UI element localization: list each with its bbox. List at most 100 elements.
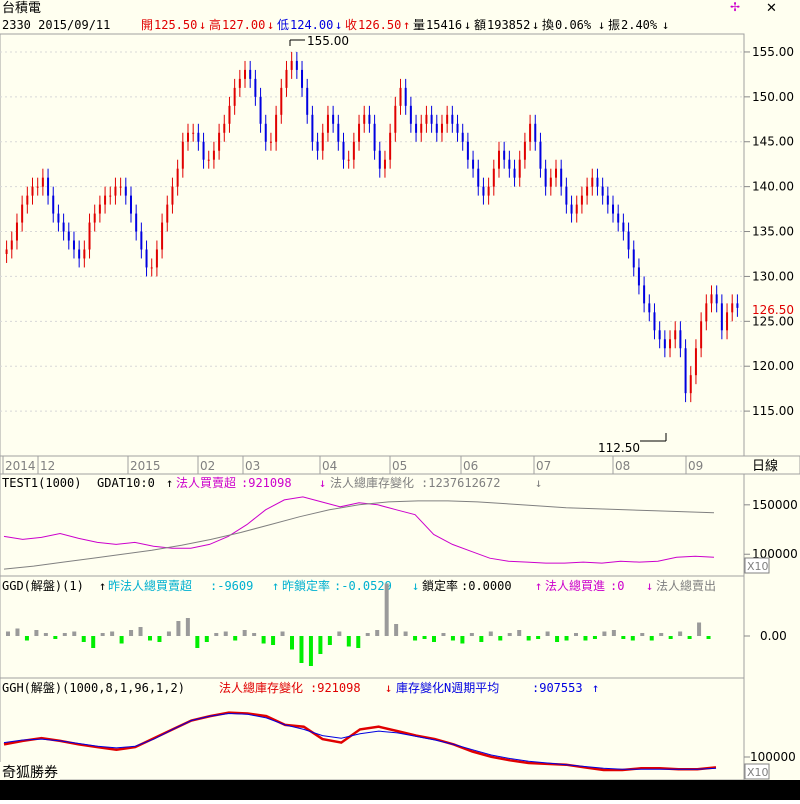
candle-body [140,231,143,250]
candle-body [643,285,646,304]
close-icon[interactable]: ✕ [766,1,777,16]
ggd-bar [346,636,351,647]
candle-body [337,123,340,142]
ggd-bar [536,636,541,639]
ggd-title: GGD(解盤)(1) [2,579,84,593]
candle-body [311,114,314,142]
candle-body [425,114,428,124]
ggd-bar [129,630,134,636]
test1-s1-name: 法人買賣超 [176,475,236,490]
code-date: 2330 2015/09/11 [2,18,110,32]
amplitude-label: 振 [608,18,620,32]
candle-body [575,204,578,214]
period-label[interactable]: 日線 [752,458,778,474]
ggd-bar [6,631,10,636]
ggd-bar [413,636,418,641]
ggd-bar [526,636,531,641]
candle-body [181,141,184,169]
candle-body [171,186,174,205]
pin-icon[interactable]: ✢ [730,0,740,14]
candle-body [21,204,24,223]
amount-value: 193852 [487,18,530,32]
candle-body [399,87,402,106]
ggd-bar [34,630,39,636]
open-value: 125.50 [154,18,197,32]
ggd-bar [290,636,294,650]
ggd-bar [195,636,200,648]
x-tick-label: 04 [322,459,337,473]
ggh-series-line [3,712,717,770]
ggd-s3-name: 鎖定率 [422,578,458,593]
candle-body [52,195,55,214]
candle-body [523,141,526,160]
ggd-bar [687,636,692,639]
ggd-bar [469,633,474,636]
candle-body [332,114,335,124]
time-axis-labels: 2014 12 2015 02 03 04 05 06 07 08 09 [2,456,703,474]
candle-body [363,114,366,124]
candle-body [669,339,672,349]
ggd-bar [157,636,162,642]
candle-body [83,249,86,259]
ggd-bar [185,618,190,636]
close-arrow: ↑ [403,18,410,32]
ggd-bar [138,627,143,636]
candle-body [197,132,200,142]
test1-title: TEST1(1000) [2,476,81,490]
candle-body [31,186,34,196]
ggh-title: GGH(解盤)(1000,8,1,96,1,2) [2,681,185,695]
candle-body [187,132,189,142]
min-label: 112.50 [598,441,640,455]
candle-body [67,231,70,241]
ggd-bar [91,636,96,648]
candle-body [492,168,495,187]
ggd-bar [365,633,370,636]
x-tick-label: 06 [463,459,478,473]
candle-body [389,132,392,160]
candle-body [612,204,615,214]
ggd-s2-value: :-0.0529 [334,579,392,593]
max-label: 155.00 [307,34,349,48]
candle-body [150,267,153,269]
ggd-bar [261,636,266,644]
candle-body [301,69,304,88]
candle-body [88,222,91,250]
ggh-tick: 100000 [750,750,796,764]
close-value: 126.50 [358,18,401,32]
ggh-scale-badge[interactable]: X10 [747,766,769,779]
candle-body [731,303,734,313]
candle-body [560,168,563,187]
ggd-bar [403,631,408,636]
candle-body [36,186,39,188]
candle-body [539,141,542,169]
candle-body [259,96,262,124]
ggd-s2-name: 昨鎖定率 [282,578,330,593]
price-grid [0,51,744,412]
candle-body [648,303,651,313]
x-tick-label: 05 [392,459,407,473]
candle-body [26,195,29,205]
ggd-bar [148,636,152,641]
candle-body [129,195,132,214]
test1-scale-badge[interactable]: X10 [747,560,769,573]
ggd-s5-name: 法人總賣出 [656,578,716,593]
ggh-s2-value: :907553 [532,681,583,695]
candle-body [466,141,469,160]
ggd-bar [488,631,493,636]
price-y-axis: 115.00 120.00 125.00 130.00 135.00 140.00 145.… [744,45,794,418]
y-tick-label: 145.00 [752,135,794,149]
candle-body [700,321,703,349]
ggd-bar [678,631,683,636]
svg-text:↑: ↑ [535,579,542,593]
candle-body [617,213,620,223]
candle-body [544,168,547,187]
candle-body [119,186,122,188]
candle-body [176,168,179,187]
candle-body [705,303,708,322]
test1-gdat: GDAT10:0 [97,476,155,490]
y-tick-label: 120.00 [752,359,794,373]
ggd-bar [583,636,588,641]
candle-body [555,168,557,178]
candle-body [264,123,267,142]
